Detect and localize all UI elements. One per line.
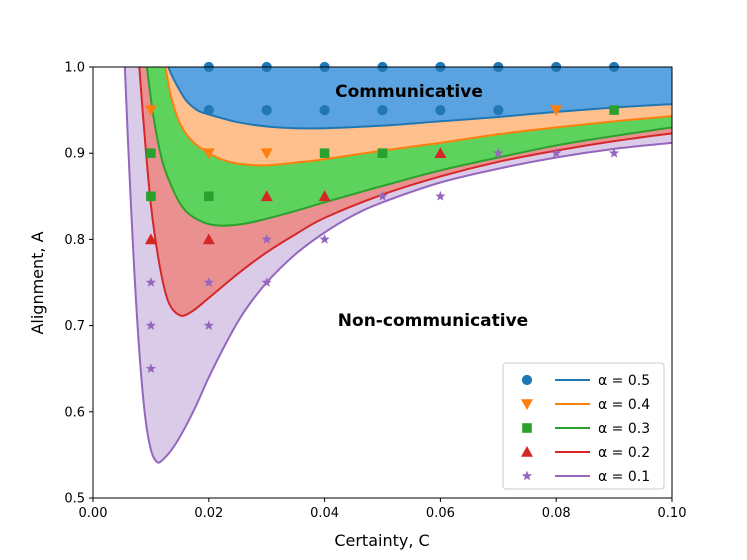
data-point-alpha-0-5-8: [203, 105, 214, 116]
legend-label-alpha-0-5: α = 0.5: [598, 373, 650, 389]
x-tick-label-4: 0.08: [542, 506, 571, 521]
data-point-alpha-0-1-2: [608, 147, 620, 158]
legend-marker-alpha-0-4: [521, 399, 533, 410]
region-label-non-communicative: Non-communicative: [338, 311, 528, 331]
data-point-alpha-0-3-0: [609, 105, 619, 115]
data-point-alpha-0-4-3: [260, 148, 273, 160]
y-tick-label-5: 1.0: [64, 61, 85, 76]
boundary-curve-alpha-0-5: [167, 67, 672, 130]
legend-marker-alpha-0-3: [522, 423, 532, 433]
data-point-alpha-0-3-3: [377, 148, 388, 158]
plot-frame: [92, 66, 673, 499]
data-point-alpha-0-2-0: [434, 147, 447, 158]
x-axis-label: Certainty, C: [334, 531, 429, 550]
data-point-alpha-0-1-3: [377, 190, 388, 201]
y-axis-label: Alignment, A: [28, 231, 47, 334]
data-point-alpha-0-2-1: [260, 190, 273, 202]
y-tick-label-1: 0.6: [64, 405, 85, 420]
data-point-alpha-0-3-4: [146, 191, 156, 202]
data-point-alpha-0-1-11: [203, 320, 214, 330]
data-point-alpha-0-2-2: [318, 190, 331, 202]
region-label-communicative: Communicative: [335, 82, 483, 102]
boundary-curve-alpha-0-4: [164, 67, 672, 167]
data-point-alpha-0-1-1: [551, 147, 562, 158]
data-point-alpha-0-3-2: [319, 148, 330, 158]
legend-marker-alpha-0-1: [521, 470, 533, 481]
data-point-alpha-0-1-8: [203, 277, 214, 287]
fill-region-alpha-0-5: [168, 67, 672, 129]
boundary-curves: [123, 67, 672, 464]
y-tick-label-2: 0.7: [64, 319, 85, 334]
data-point-alpha-0-1-6: [319, 234, 330, 244]
boundary-curve-alpha-0-2: [138, 67, 672, 317]
data-point-alpha-0-5-12: [435, 105, 446, 116]
data-point-alpha-0-2-3: [144, 233, 157, 245]
legend-label-alpha-0-1: α = 0.1: [598, 469, 650, 485]
legend-marker-alpha-0-5: [521, 374, 533, 386]
boundary-curve-alpha-0-3: [145, 67, 672, 227]
data-point-alpha-0-5-13: [493, 105, 504, 116]
data-point-alpha-0-1-5: [261, 234, 272, 244]
x-tick-label-0: 0.00: [79, 506, 108, 521]
legend-marker-alpha-0-2: [521, 446, 533, 457]
y-tick-label-4: 0.9: [64, 147, 85, 162]
legend-label-alpha-0-3: α = 0.3: [598, 421, 650, 437]
data-point-alpha-0-5-11: [377, 105, 388, 116]
data-point-alpha-0-5-10: [319, 105, 330, 116]
y-tick-label-0: 0.5: [64, 492, 85, 507]
legend: α = 0.5 α = 0.4 α = 0.3 α = 0.2 α = 0.1: [502, 362, 665, 490]
axis-ticks: 0.00 0.02 0.04 0.06 0.08 0.10 0.5 0.6 0.7 0.8 0.9 1…: [64, 61, 686, 522]
data-point-alpha-0-4-0: [144, 105, 157, 117]
data-point-alpha-0-2-4: [202, 233, 215, 245]
data-point-alpha-0-1-9: [261, 277, 272, 287]
data-point-alpha-0-1-7: [145, 277, 157, 287]
data-point-alpha-0-3-1: [146, 148, 156, 158]
data-point-alpha-0-1-10: [145, 320, 157, 330]
data-point-alpha-0-5-9: [261, 105, 272, 116]
y-tick-label-3: 0.8: [64, 233, 85, 248]
x-tick-label-5: 0.10: [658, 506, 687, 521]
legend-frame: [502, 362, 665, 490]
boundary-curve-alpha-0-1: [123, 67, 672, 464]
data-point-alpha-0-3-5: [204, 191, 214, 202]
x-tick-label-3: 0.06: [426, 506, 455, 521]
data-point-alpha-0-4-1: [550, 105, 563, 117]
legend-label-alpha-0-4: α = 0.4: [598, 397, 650, 413]
legend-label-alpha-0-2: α = 0.2: [598, 445, 650, 461]
data-point-alpha-0-1-4: [435, 190, 446, 201]
x-tick-label-2: 0.04: [310, 506, 339, 521]
x-tick-label-1: 0.02: [194, 506, 223, 521]
data-point-alpha-0-1-0: [493, 147, 504, 158]
data-point-alpha-0-4-2: [202, 148, 215, 160]
data-point-alpha-0-1-12: [145, 363, 157, 374]
